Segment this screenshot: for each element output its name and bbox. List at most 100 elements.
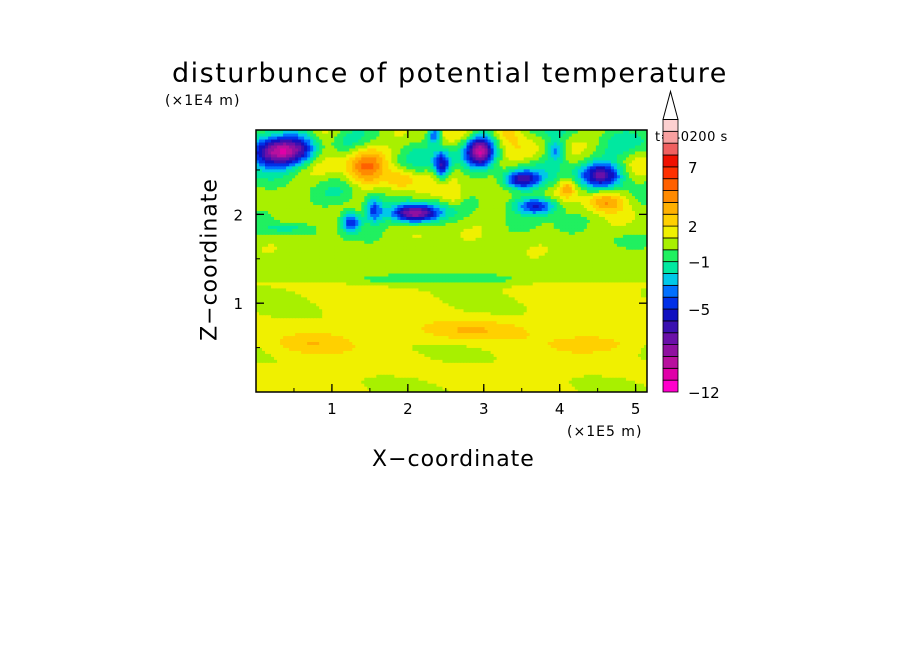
field-cell [481, 371, 486, 375]
field-cell [568, 374, 573, 378]
field-cell [529, 347, 534, 351]
field-cell [316, 338, 320, 342]
field-cell [634, 326, 639, 331]
field-cell [595, 347, 600, 351]
field-cell [460, 323, 465, 328]
field-cell [331, 302, 335, 307]
field-cell [325, 371, 329, 375]
field-cell [310, 365, 314, 369]
field-cell [643, 326, 647, 331]
field-cell [601, 314, 606, 319]
field-cell [475, 386, 480, 390]
field-cell [451, 314, 456, 319]
field-cell [385, 380, 389, 384]
field-cell [391, 314, 395, 319]
field-cell [265, 380, 269, 384]
field-cell [616, 329, 621, 334]
field-cell [313, 341, 317, 345]
field-cell [505, 320, 510, 325]
field-cell [634, 308, 639, 313]
field-cell [634, 332, 639, 337]
field-cell [571, 365, 576, 369]
field-cell [523, 323, 528, 328]
field-cell [544, 365, 549, 369]
field-cell [397, 305, 401, 310]
field-cell [550, 326, 555, 331]
field-cell [400, 362, 404, 366]
field-cell [559, 308, 564, 313]
field-cell [496, 383, 501, 387]
field-cell [406, 308, 410, 313]
field-cell [634, 386, 639, 390]
field-cell [385, 305, 389, 310]
field-cell [559, 338, 564, 342]
field-cell [496, 320, 501, 325]
field-cell [256, 326, 260, 331]
field-cell [592, 356, 597, 360]
field-cell [289, 389, 293, 392]
field-cell [361, 356, 365, 360]
field-cell [616, 368, 621, 372]
field-cell [466, 308, 471, 313]
field-cell [442, 344, 447, 348]
field-cell [499, 380, 504, 384]
field-cell [514, 308, 519, 313]
field-cell [505, 344, 510, 348]
field-cell [307, 305, 311, 310]
field-cell [409, 374, 413, 378]
field-cell [319, 344, 323, 348]
field-cell [463, 359, 468, 363]
field-cell [559, 353, 564, 357]
field-cell [496, 338, 501, 342]
field-cell [544, 371, 549, 375]
field-cell [565, 323, 570, 328]
field-cell [286, 365, 290, 369]
field-cell [274, 374, 278, 378]
field-cell [322, 374, 326, 378]
field-cell [577, 350, 582, 354]
field-cell [487, 323, 492, 328]
field-cell [511, 377, 516, 381]
field-cell [310, 326, 314, 331]
field-cell [457, 305, 462, 310]
field-cell [616, 380, 621, 384]
field-cell [634, 320, 639, 325]
field-cell [403, 335, 407, 340]
field-cell [622, 344, 627, 348]
field-cell [328, 374, 332, 378]
field-cell [508, 386, 513, 390]
field-cell [520, 341, 525, 345]
field-cell [442, 308, 447, 313]
field-cell [637, 341, 642, 345]
field-cell [412, 311, 417, 316]
field-cell [328, 389, 332, 392]
field-cell [304, 317, 308, 322]
field-cell [514, 317, 519, 322]
field-cell [319, 374, 323, 378]
field-cell [418, 389, 423, 392]
field-cell [289, 368, 293, 372]
field-cell [466, 326, 471, 331]
field-cell [331, 347, 335, 351]
field-cell [484, 362, 489, 366]
field-cell [526, 317, 531, 322]
field-cell [322, 326, 326, 331]
field-cell [388, 386, 392, 390]
field-cell [316, 362, 320, 366]
field-cell [493, 317, 498, 322]
field-cell [568, 338, 573, 342]
field-cell [481, 311, 486, 316]
field-cell [628, 317, 633, 322]
field-cell [454, 308, 459, 313]
field-cell [544, 341, 549, 345]
field-cell [637, 353, 642, 357]
field-cell [619, 323, 624, 328]
field-cell [286, 317, 290, 322]
field-cell [499, 353, 504, 357]
field-cell [457, 308, 462, 313]
field-cell [496, 371, 501, 375]
field-cell [256, 314, 260, 319]
field-cell [334, 317, 338, 322]
field-cell [469, 356, 474, 360]
field-cell [613, 389, 618, 392]
